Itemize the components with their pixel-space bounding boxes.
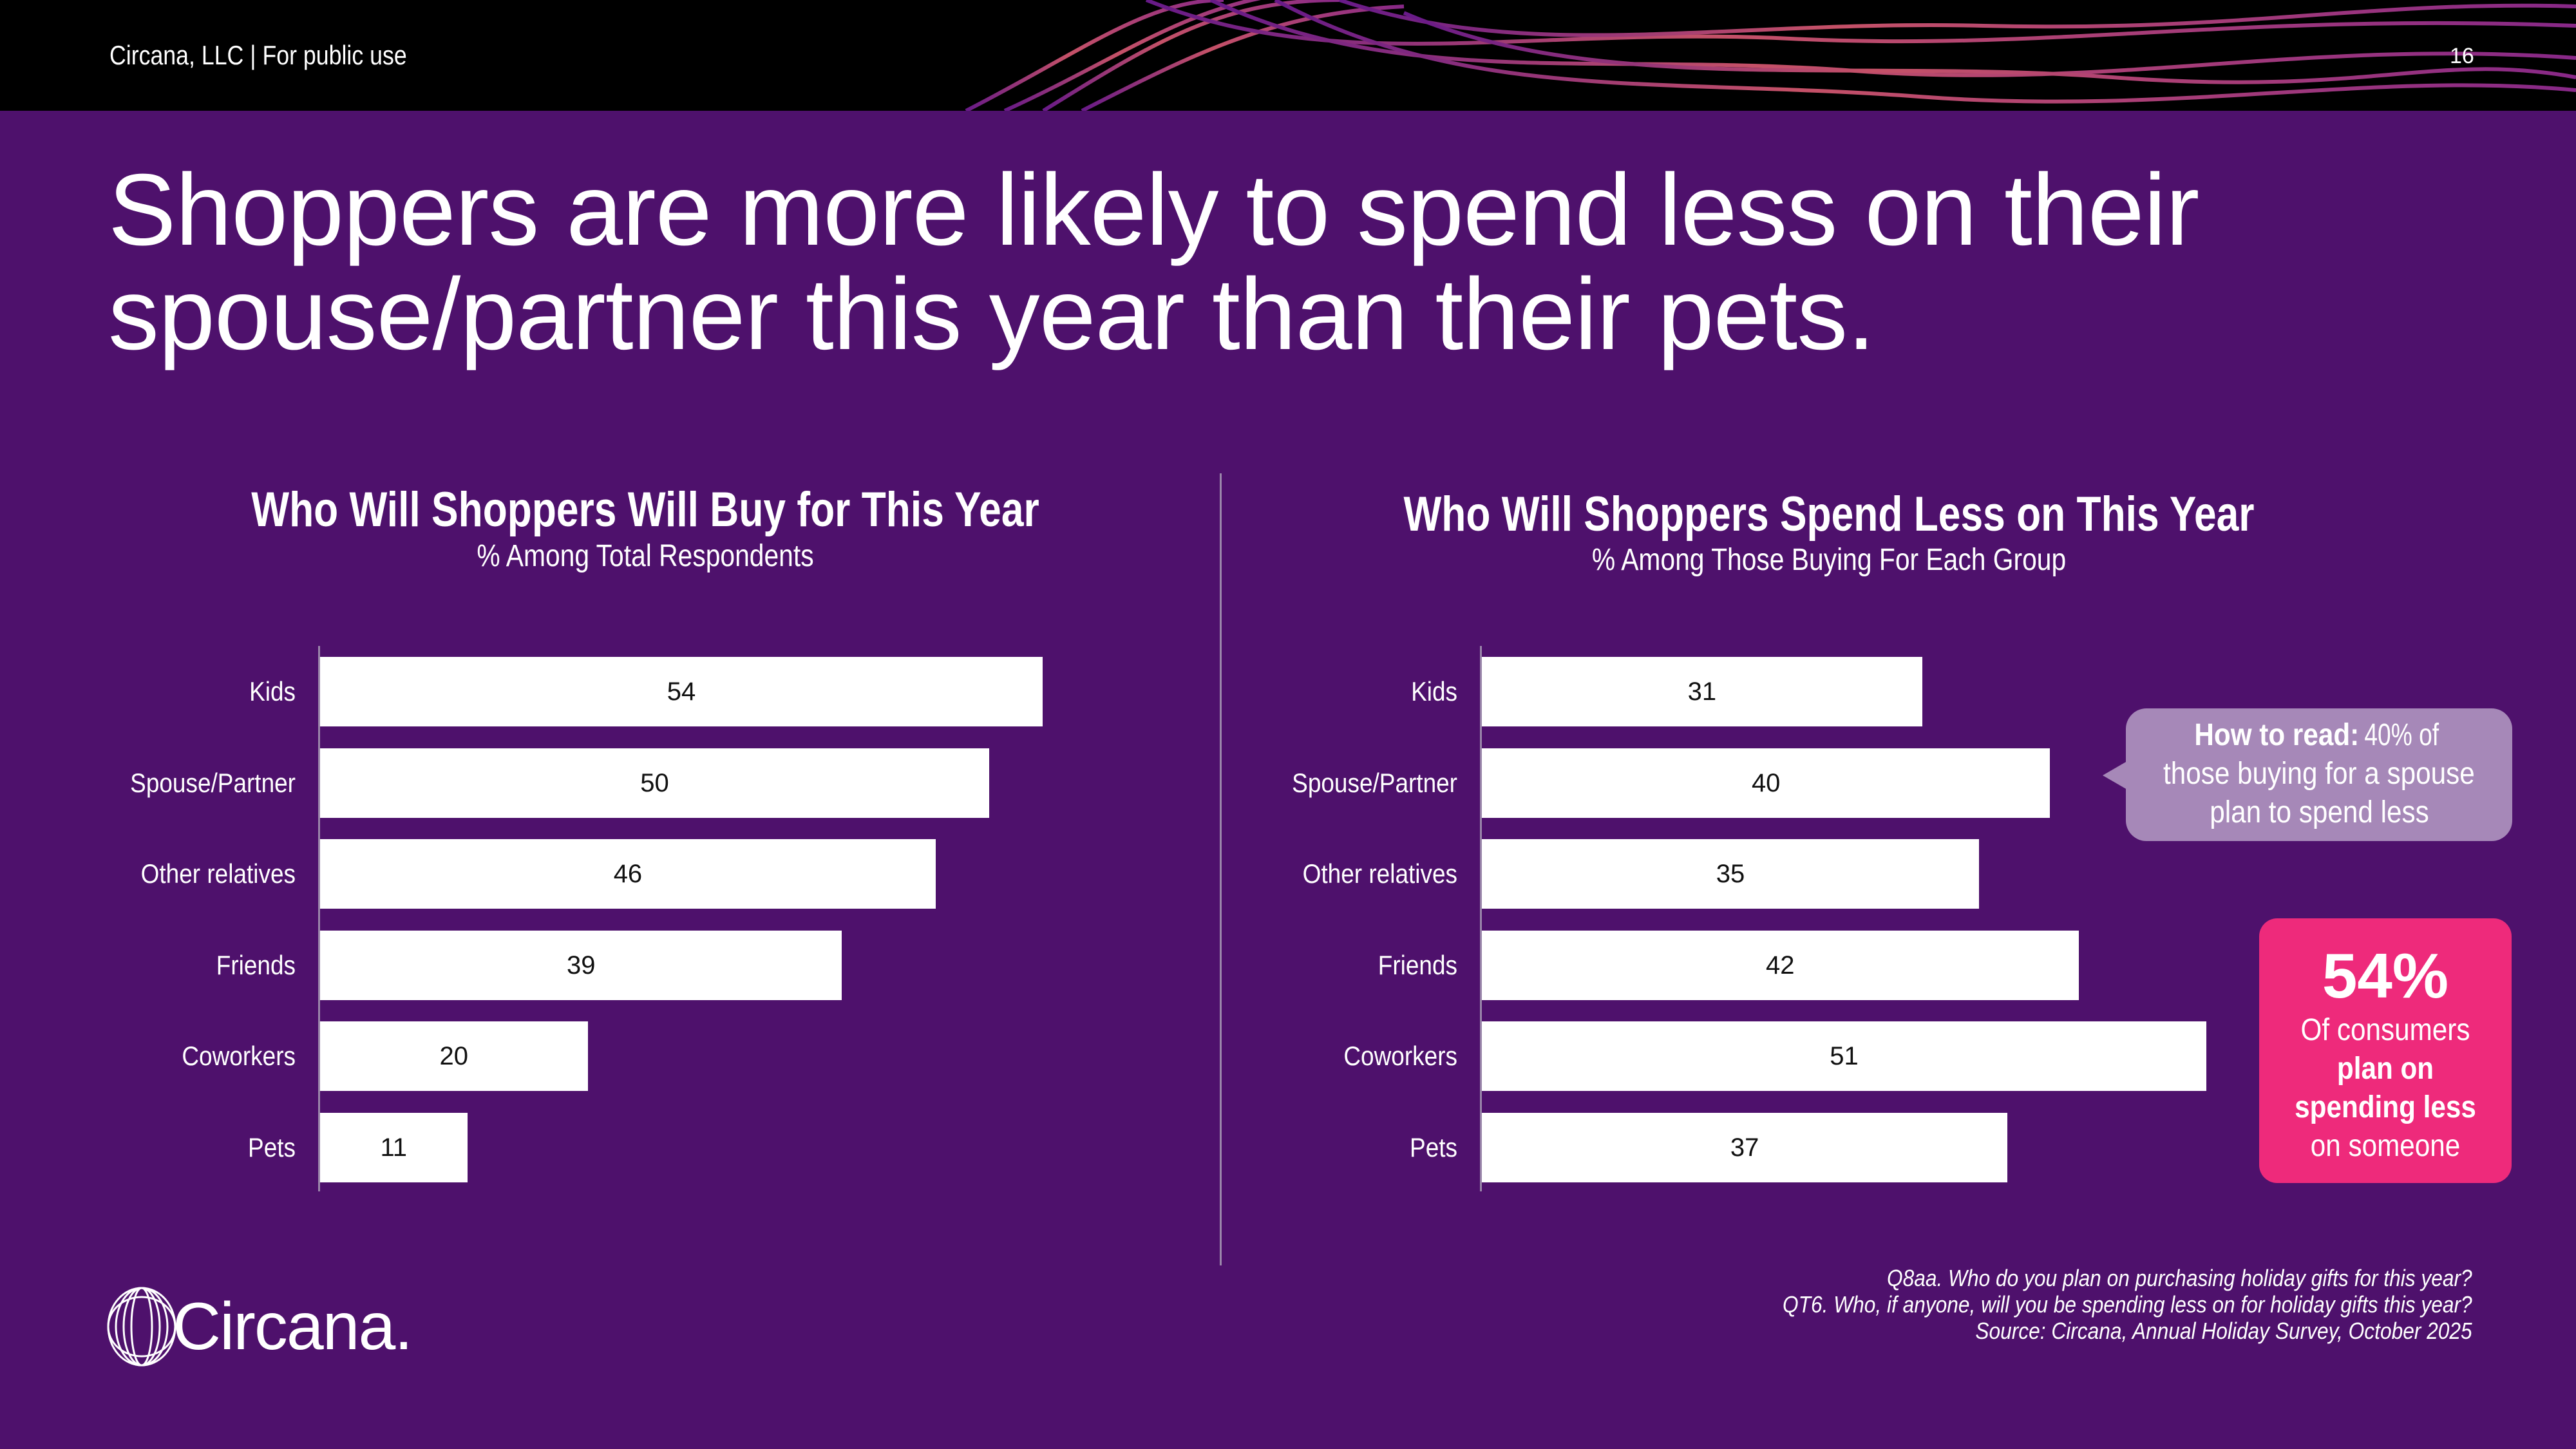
callout-text-1: 40% of: [2364, 718, 2439, 752]
category-label: Spouse/Partner: [130, 767, 296, 798]
category-label: Kids: [249, 676, 296, 706]
bar-value-label: 42: [1766, 951, 1795, 980]
bar-value-label: 50: [640, 768, 669, 797]
stat-line-3: spending less: [2295, 1090, 2476, 1124]
category-label: Coworkers: [182, 1041, 296, 1072]
category-label: Kids: [1411, 676, 1457, 706]
footnote-1: Q8aa. Who do you plan on purchasing holi…: [1887, 1265, 2472, 1291]
page-number: 16: [2450, 44, 2474, 68]
bar: [320, 1021, 588, 1092]
bar: [1482, 748, 2050, 818]
circana-logo-icon: [107, 1287, 176, 1367]
bar: [320, 1113, 468, 1182]
header-bar: Circana, LLC | For public use 16: [0, 0, 2576, 111]
callout-text-2: those buying for a spouse: [2163, 757, 2475, 791]
chart-divider: [1220, 473, 1222, 1265]
footnotes: Q8aa. Who do you plan on purchasing holi…: [1783, 1265, 2472, 1344]
bar-value-label: 39: [566, 951, 596, 980]
stat-value: 54%: [2322, 940, 2449, 1011]
left-chart-subtitle: % Among Total Respondents: [477, 539, 814, 573]
bar: [320, 930, 842, 1000]
stat-box: 54% Of consumers plan on spending less o…: [2259, 918, 2512, 1183]
title-line-1: Shoppers are more likely to spend less o…: [108, 153, 2199, 267]
bar-value-label: 31: [1687, 677, 1717, 706]
right-chart-subtitle: % Among Those Buying For Each Group: [1591, 543, 2067, 577]
bar-value-label: 54: [667, 677, 696, 706]
y-axis-line: [318, 646, 320, 1191]
bar-value-label: 20: [439, 1042, 469, 1071]
header-label: Circana, LLC | For public use: [109, 40, 407, 70]
stat-line-2: plan on: [2336, 1052, 2434, 1086]
category-label: Other relatives: [140, 858, 296, 889]
logo-wordmark: Circana.: [173, 1289, 413, 1364]
category-label: Friends: [216, 949, 296, 980]
category-label: Spouse/Partner: [1292, 767, 1457, 798]
slide-title: Shoppers are more likely to spend less o…: [108, 158, 2555, 366]
bar: [1482, 1021, 2207, 1092]
category-label: Friends: [1378, 949, 1457, 980]
bar: [320, 839, 936, 909]
callout-bold: How to read:: [2194, 718, 2360, 752]
bar-value-label: 37: [1730, 1133, 1759, 1162]
footnote-3: Source: Circana, Annual Holiday Survey, …: [1975, 1318, 2472, 1344]
bar-value-label: 11: [380, 1133, 408, 1162]
bar: [1482, 1113, 2008, 1182]
title-line-2: spouse/partner this year than their pets…: [108, 258, 1875, 371]
bar: [1482, 839, 1980, 909]
circana-logo: Circana.: [103, 1285, 413, 1368]
bar-value-label: 51: [1830, 1042, 1859, 1071]
category-label: Other relatives: [1302, 858, 1457, 889]
y-axis-line: [1480, 646, 1482, 1191]
category-label: Pets: [1410, 1132, 1457, 1162]
decorative-wave-graphic: [965, 0, 2576, 111]
left-chart-title: Who Will Shoppers Will Buy for This Year: [251, 482, 1039, 537]
how-to-read-callout: How to read: 40% of those buying for a s…: [2103, 708, 2512, 841]
bar-value-label: 46: [613, 860, 643, 889]
right-chart-title: Who Will Shoppers Spend Less on This Yea…: [1403, 487, 2255, 542]
bar: [1482, 930, 2079, 1000]
bar: [1482, 657, 1922, 726]
callout-text-3: plan to spend less: [2209, 795, 2429, 829]
bar: [320, 748, 989, 818]
stat-line-4: on someone: [2310, 1129, 2461, 1163]
category-label: Coworkers: [1343, 1041, 1457, 1072]
bar-value-label: 40: [1751, 768, 1781, 797]
stat-line-1: Of consumers: [2300, 1013, 2470, 1047]
bar-value-label: 35: [1716, 860, 1745, 889]
footnote-2: QT6. Who, if anyone, will you be spendin…: [1783, 1291, 2472, 1318]
category-label: Pets: [248, 1132, 296, 1162]
bar: [320, 657, 1043, 726]
